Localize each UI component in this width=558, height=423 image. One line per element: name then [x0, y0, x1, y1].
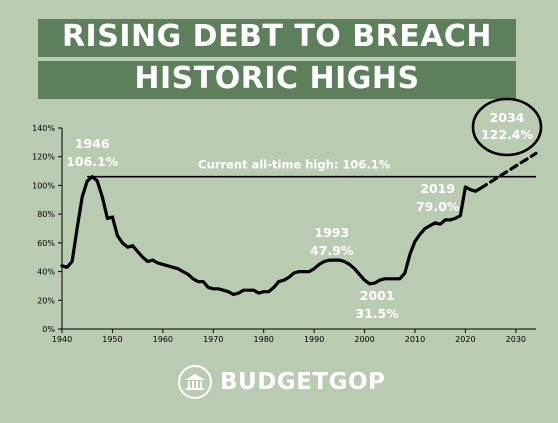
- x-tick-label: 1970: [203, 335, 223, 344]
- y-tick-label: 40%: [37, 268, 55, 277]
- y-tick-label: 20%: [37, 296, 55, 305]
- y-tick-label: 100%: [32, 181, 55, 190]
- annotation-value-1946: 106.1%: [66, 154, 119, 169]
- annotation-value-2019: 79.0%: [416, 199, 460, 214]
- x-tick-label: 2020: [455, 335, 475, 344]
- y-tick-label: 80%: [37, 210, 55, 219]
- x-tick-label: 1990: [304, 335, 324, 344]
- debt-history-line: [60, 175, 483, 297]
- x-tick-label: 2010: [405, 335, 425, 344]
- title-line-2: HISTORIC HIGHS: [38, 61, 516, 99]
- x-tick-label: 1980: [254, 335, 274, 344]
- annotation-year-2034: 2034: [490, 110, 525, 125]
- y-tick-label: 0%: [42, 325, 55, 334]
- title-line-1: RISING DEBT TO BREACH: [38, 19, 516, 57]
- annotation-year-2019: 2019: [420, 181, 455, 196]
- x-tick-label: 1960: [153, 335, 173, 344]
- annotation-year-2001: 2001: [360, 288, 395, 303]
- y-tick-label: 120%: [32, 153, 55, 162]
- annotation-value-2034: 122.4%: [481, 127, 534, 142]
- all-time-high-label: Current all-time high: 106.1%: [198, 158, 391, 172]
- annotation-year-1993: 1993: [314, 225, 349, 240]
- x-tick-label: 1940: [52, 335, 72, 344]
- y-tick-label: 140%: [32, 124, 55, 133]
- annotation-year-1946: 1946: [75, 136, 110, 151]
- y-tick-label: 60%: [37, 239, 55, 248]
- brand-logo: BUDGETGOP: [178, 364, 385, 400]
- brand-name: BUDGETGOP: [220, 369, 386, 395]
- annotation-value-1993: 47.9%: [310, 243, 354, 258]
- projection-line: [478, 151, 538, 190]
- x-tick-label: 1950: [102, 335, 122, 344]
- x-tick-label: 2030: [506, 335, 526, 344]
- x-tick-label: 2000: [354, 335, 374, 344]
- capitol-building-icon: [178, 365, 212, 399]
- annotation-value-2001: 31.5%: [355, 306, 399, 321]
- projection-circle: [471, 97, 543, 157]
